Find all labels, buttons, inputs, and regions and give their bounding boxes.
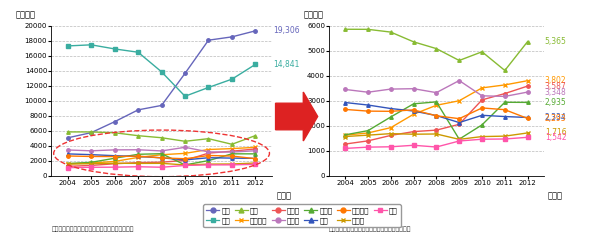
Text: 2,935: 2,935 — [545, 98, 567, 107]
Text: 2,293: 2,293 — [545, 114, 567, 123]
Text: 14,841: 14,841 — [273, 60, 300, 69]
Text: 3,587: 3,587 — [545, 82, 567, 91]
Text: （千台）: （千台） — [303, 11, 324, 20]
Text: 5,365: 5,365 — [545, 37, 567, 46]
Text: 19,306: 19,306 — [273, 26, 300, 35]
Text: 1,716: 1,716 — [545, 128, 567, 137]
Text: 2,334: 2,334 — [545, 113, 567, 122]
Text: （年）: （年） — [548, 191, 563, 200]
Text: （千台）: （千台） — [16, 11, 36, 20]
Text: 3,348: 3,348 — [545, 88, 567, 96]
FancyArrow shape — [275, 92, 318, 141]
Text: 1,542: 1,542 — [545, 133, 567, 142]
Text: （年）: （年） — [276, 191, 291, 200]
Legend: 中国, 米国, 日本, ブラジル, インド, ドイツ, ロシア, 英国, フランス, カナダ, 韓国: 中国, 米国, 日本, ブラジル, インド, ドイツ, ロシア, 英国, フラン… — [204, 204, 400, 227]
Text: 資料：マークラインズ社データベースから作成。: 資料：マークラインズ社データベースから作成。 — [329, 226, 412, 232]
Text: 資料：マークラインズ社データベースから作成。: 資料：マークラインズ社データベースから作成。 — [51, 226, 134, 232]
Text: 3,802: 3,802 — [545, 76, 567, 85]
